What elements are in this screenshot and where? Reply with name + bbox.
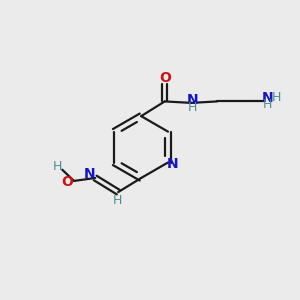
- Text: N: N: [261, 91, 273, 105]
- Text: H: H: [113, 194, 122, 207]
- Text: H: H: [271, 92, 281, 104]
- Text: H: H: [52, 160, 62, 173]
- Text: N: N: [83, 167, 95, 181]
- Text: N: N: [167, 157, 179, 171]
- Text: N: N: [187, 93, 198, 107]
- Text: O: O: [159, 71, 171, 85]
- Text: O: O: [61, 175, 74, 188]
- Text: H: H: [188, 101, 197, 114]
- Text: H: H: [262, 98, 272, 111]
